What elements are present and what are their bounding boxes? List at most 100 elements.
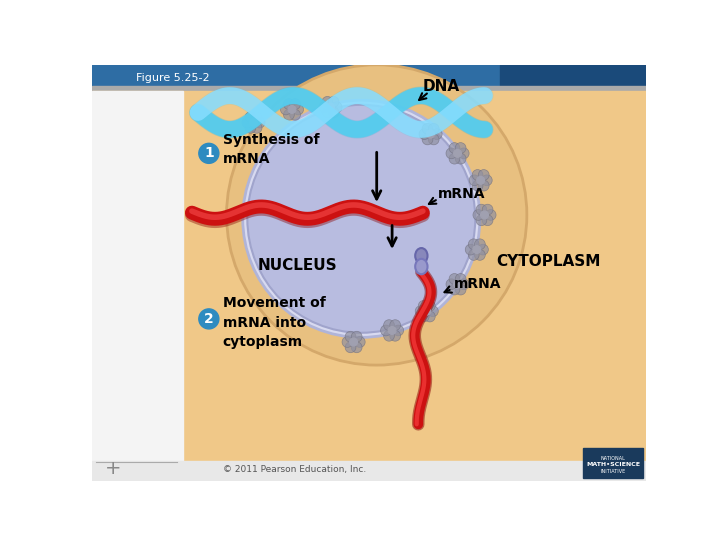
- Circle shape: [427, 130, 434, 138]
- Circle shape: [428, 123, 439, 134]
- Circle shape: [418, 311, 429, 322]
- Text: Figure 5.25-2: Figure 5.25-2: [137, 73, 210, 83]
- Circle shape: [474, 249, 485, 260]
- Circle shape: [425, 311, 435, 322]
- Text: MATH•SCIENCE: MATH•SCIENCE: [586, 462, 640, 467]
- Circle shape: [477, 177, 485, 184]
- Circle shape: [342, 336, 353, 347]
- Circle shape: [199, 309, 219, 329]
- Circle shape: [454, 280, 462, 288]
- Circle shape: [469, 175, 480, 186]
- Ellipse shape: [415, 259, 428, 274]
- Circle shape: [482, 215, 493, 226]
- Text: Movement of
mRNA into
cytoplasm: Movement of mRNA into cytoplasm: [222, 296, 325, 349]
- Circle shape: [199, 143, 219, 164]
- Circle shape: [482, 204, 493, 215]
- Text: CYTOPLASM: CYTOPLASM: [496, 254, 600, 268]
- Bar: [92, 65, 647, 86]
- Circle shape: [281, 104, 291, 115]
- Circle shape: [345, 331, 356, 342]
- Circle shape: [350, 338, 357, 346]
- Circle shape: [481, 211, 488, 219]
- Circle shape: [455, 274, 466, 284]
- Circle shape: [465, 244, 476, 255]
- Bar: [92, 91, 647, 461]
- Circle shape: [449, 284, 460, 295]
- Circle shape: [473, 246, 481, 253]
- Circle shape: [245, 123, 256, 133]
- Circle shape: [393, 325, 404, 336]
- Bar: [92, 461, 647, 481]
- Circle shape: [449, 143, 460, 153]
- Circle shape: [345, 342, 356, 353]
- Circle shape: [472, 180, 483, 191]
- Circle shape: [455, 143, 466, 153]
- Circle shape: [482, 175, 492, 186]
- Circle shape: [288, 106, 296, 113]
- Circle shape: [415, 306, 426, 316]
- Circle shape: [327, 103, 334, 111]
- Text: DNA: DNA: [423, 79, 460, 94]
- Circle shape: [454, 150, 462, 157]
- Circle shape: [381, 325, 392, 336]
- Text: NUCLEUS: NUCLEUS: [257, 258, 337, 273]
- Circle shape: [485, 210, 496, 220]
- Circle shape: [242, 117, 253, 128]
- Circle shape: [477, 244, 488, 255]
- Circle shape: [254, 117, 265, 128]
- Circle shape: [476, 215, 487, 226]
- Circle shape: [284, 110, 294, 120]
- Circle shape: [351, 342, 362, 353]
- Bar: [92, 86, 647, 91]
- Text: 2: 2: [204, 312, 214, 326]
- Text: NATIONAL: NATIONAL: [600, 456, 626, 461]
- Circle shape: [248, 105, 475, 333]
- Circle shape: [446, 279, 456, 289]
- Bar: [92, 91, 183, 461]
- Text: mRNA: mRNA: [438, 187, 486, 201]
- Circle shape: [289, 110, 300, 120]
- Circle shape: [384, 330, 395, 341]
- Circle shape: [468, 249, 479, 260]
- Ellipse shape: [415, 248, 428, 264]
- Circle shape: [449, 274, 460, 284]
- Circle shape: [351, 331, 362, 342]
- Text: 1: 1: [204, 146, 214, 160]
- Circle shape: [390, 330, 400, 341]
- Circle shape: [474, 239, 485, 249]
- Circle shape: [284, 99, 294, 110]
- Circle shape: [322, 97, 333, 107]
- Circle shape: [419, 129, 430, 139]
- Circle shape: [455, 153, 466, 164]
- Circle shape: [293, 104, 304, 115]
- Circle shape: [251, 112, 262, 123]
- Circle shape: [331, 102, 342, 112]
- Circle shape: [388, 327, 396, 334]
- Circle shape: [422, 123, 433, 134]
- Bar: [583, 448, 643, 477]
- Circle shape: [428, 134, 439, 145]
- Circle shape: [390, 320, 400, 330]
- Circle shape: [289, 99, 300, 110]
- Circle shape: [449, 153, 460, 164]
- Text: +: +: [105, 459, 122, 478]
- Circle shape: [431, 129, 442, 139]
- Text: INITIATIVE: INITIATIVE: [600, 469, 626, 474]
- Circle shape: [459, 279, 469, 289]
- Circle shape: [425, 300, 435, 311]
- Circle shape: [250, 119, 257, 126]
- Circle shape: [384, 320, 395, 330]
- Circle shape: [243, 100, 480, 338]
- Circle shape: [473, 210, 484, 220]
- Text: mRNA: mRNA: [454, 277, 501, 291]
- Text: © 2011 Pearson Education, Inc.: © 2011 Pearson Education, Inc.: [222, 464, 366, 474]
- Circle shape: [322, 107, 333, 118]
- Circle shape: [446, 148, 456, 159]
- Circle shape: [422, 134, 433, 145]
- Circle shape: [478, 180, 489, 191]
- Circle shape: [245, 112, 256, 123]
- Circle shape: [251, 123, 262, 133]
- Circle shape: [478, 170, 489, 180]
- Circle shape: [468, 239, 479, 249]
- Circle shape: [455, 284, 466, 295]
